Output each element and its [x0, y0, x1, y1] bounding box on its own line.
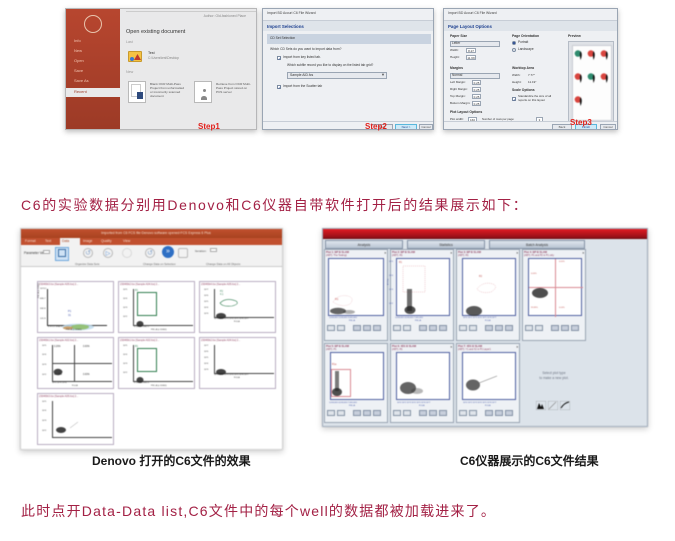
svg-text:R1: R1 — [335, 297, 339, 301]
